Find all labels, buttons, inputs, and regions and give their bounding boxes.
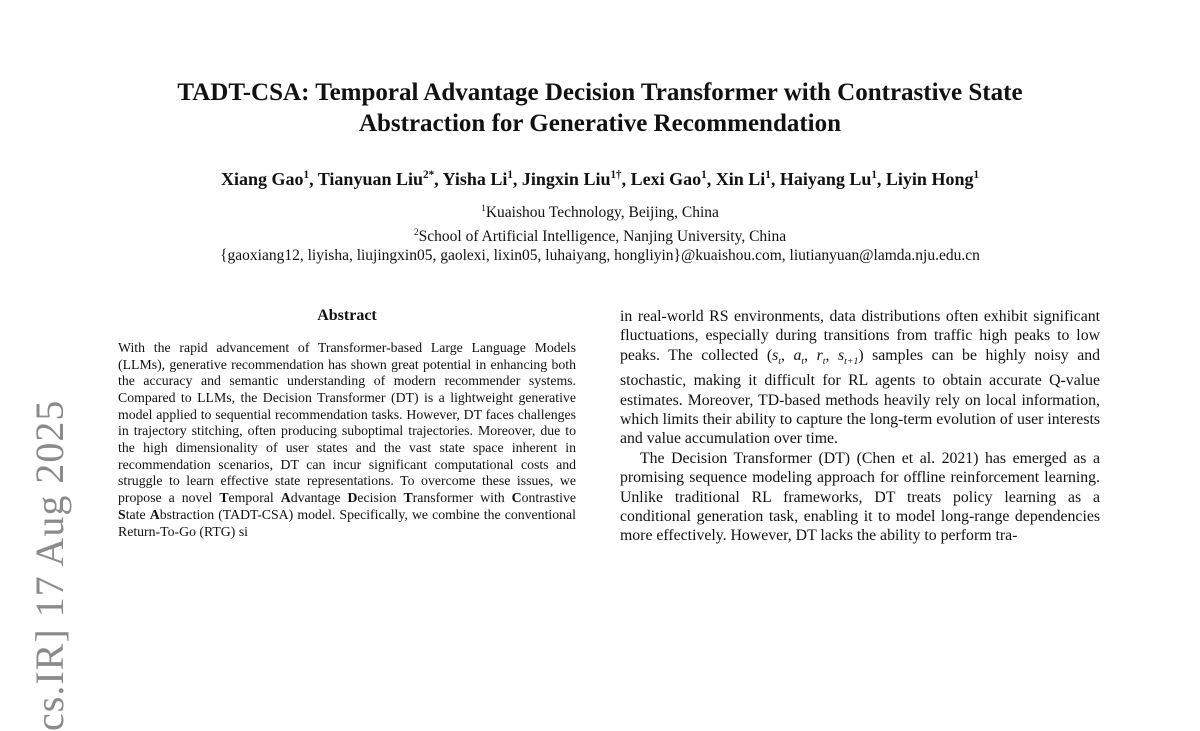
author-name: Xiang Gao (220, 169, 304, 189)
text-run: The Decision Transformer (DT) (Chen et a… (620, 449, 1100, 545)
body-paragraph: The Decision Transformer (DT) (Chen et a… (620, 449, 1100, 546)
text-run: t (822, 355, 826, 367)
text-run: dvantage (290, 490, 348, 506)
paper-content: TADT-CSA: Temporal Advantage Decision Tr… (0, 77, 1200, 546)
abstract-text: With the rapid advancement of Transforme… (118, 340, 576, 540)
author-name: Liyin Hong (885, 169, 974, 189)
text-run: With the rapid advancement of Transforme… (118, 339, 576, 506)
text-run: ontrastive (521, 490, 577, 506)
text-run: ecision (357, 490, 404, 506)
right-column: in real-world RS environments, data dist… (620, 307, 1100, 546)
page-title: TADT-CSA: Temporal Advantage Decision Tr… (0, 77, 1200, 139)
text-run: T (219, 490, 229, 506)
title-line-1: TADT-CSA: Temporal Advantage Decision Tr… (177, 79, 1023, 106)
text-run: in real-world RS environments, data dist… (620, 307, 1100, 364)
text-run: s (837, 346, 845, 364)
text-run: S (118, 506, 126, 522)
author-line: Xiang Gao1, Tianyuan Liu2*, Yisha Li1, J… (220, 169, 980, 189)
title-line-2: Abstraction for Generative Recommendatio… (358, 110, 842, 137)
author-name: Xin Li (715, 169, 766, 189)
text-run: tate (125, 506, 150, 522)
left-column: Abstract With the rapid advancement of T… (118, 307, 576, 546)
author-name: Tianyuan Liu (317, 169, 423, 189)
text-run: A (149, 506, 160, 522)
text-run: t (801, 355, 805, 367)
affiliations: 1Kuaishou Technology, Beijing, China 2Sch… (0, 199, 1200, 246)
text-run: emporal (228, 490, 281, 506)
author-affiliation-mark: 1 (973, 169, 980, 181)
author-name: Yisha Li (442, 169, 508, 189)
text-run: , (804, 346, 817, 364)
affiliation-mark: 2 (413, 226, 419, 238)
author-name: Lexi Gao (630, 169, 702, 189)
text-run: , (780, 346, 794, 364)
affiliation-line: 1Kuaishou Technology, Beijing, China (481, 203, 719, 222)
author-name: Jingxin Liu (521, 169, 611, 189)
text-run: s (772, 346, 779, 364)
paper-page: { "watermark": { "text": "cs.IR] 17 Aug … (0, 77, 1200, 731)
author-affiliation-mark: 1 (765, 169, 771, 181)
text-run: t+1 (844, 355, 859, 367)
text-run: T (403, 490, 413, 506)
text-run: ) samples can be highly noisy and stocha… (620, 346, 1100, 448)
text-run: A (280, 490, 291, 506)
text-run: C (511, 490, 522, 506)
author-affiliation-mark: 1 (871, 169, 877, 181)
author-affiliation-mark: 1† (610, 169, 622, 181)
abstract-heading: Abstract (317, 306, 377, 324)
body-paragraph: in real-world RS environments, data dist… (620, 307, 1100, 449)
text-run: t (778, 355, 781, 367)
text-run: ransformer with (412, 490, 512, 506)
affiliation-mark: 1 (481, 203, 486, 214)
text-run: , (825, 346, 838, 364)
text-run: bstraction (TADT-CSA) model. Specificall… (118, 506, 576, 539)
affiliation-line: 2School of Artificial Intelligence, Nanj… (413, 226, 787, 245)
author-affiliation-mark: 1 (701, 169, 707, 181)
author-affiliation-mark: 2* (422, 169, 435, 181)
arxiv-watermark: cs.IR] 17 Aug 2025 (27, 399, 72, 731)
author-affiliation-mark: 1 (507, 169, 513, 181)
email-line: {gaoxiang12, liyisha, liujingxin05, gaol… (220, 247, 980, 265)
author-name: Haiyang Lu (779, 169, 872, 189)
text-run: D (347, 490, 358, 506)
text-run: a (793, 346, 802, 364)
text-run: r (816, 346, 823, 364)
author-affiliation-mark: 1 (303, 169, 310, 181)
two-column-body: Abstract With the rapid advancement of T… (118, 307, 1200, 546)
